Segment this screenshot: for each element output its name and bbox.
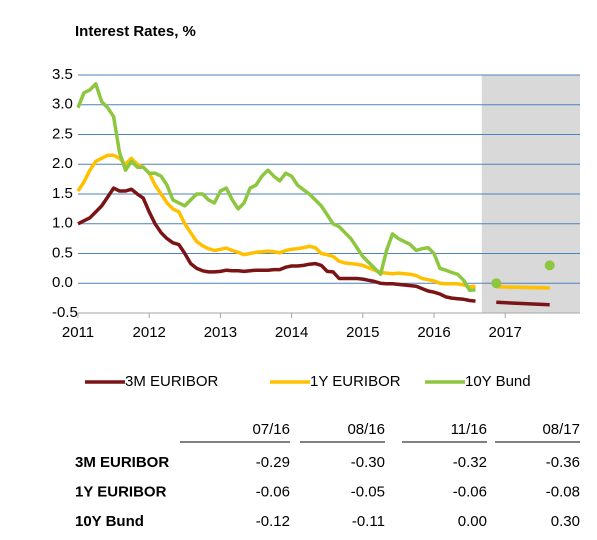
table-header: 08/17 bbox=[542, 421, 580, 438]
table-cell: 0.30 bbox=[551, 513, 580, 530]
y-tick-label: 2.0 bbox=[52, 155, 73, 172]
table-cell: -0.30 bbox=[351, 454, 385, 471]
series-line bbox=[77, 186, 476, 303]
y-tick-label: 3.5 bbox=[52, 66, 73, 83]
row-label: 3M EURIBOR bbox=[75, 454, 169, 471]
table-cell: -0.29 bbox=[256, 454, 290, 471]
forecast-line bbox=[496, 285, 550, 290]
x-tick-label: 2012 bbox=[133, 324, 166, 341]
forecast-line bbox=[496, 300, 550, 307]
table-cell: -0.32 bbox=[453, 454, 487, 471]
table-cell: -0.08 bbox=[546, 483, 580, 500]
table-cell: -0.06 bbox=[256, 483, 290, 500]
chart-title: Interest Rates, % bbox=[75, 23, 196, 40]
x-tick-label: 2011 bbox=[62, 324, 94, 341]
legend-label: 10Y Bund bbox=[465, 373, 531, 390]
table-cell: -0.12 bbox=[256, 513, 290, 530]
table-header: 07/16 bbox=[252, 421, 290, 438]
x-tick-label: 2014 bbox=[275, 324, 308, 341]
series-line bbox=[76, 153, 476, 289]
y-tick-label: 0.0 bbox=[52, 274, 73, 291]
y-tick-label: 0.5 bbox=[52, 244, 73, 261]
y-tick-label: 1.0 bbox=[52, 215, 73, 232]
series-line bbox=[76, 82, 476, 293]
x-tick-label: 2017 bbox=[489, 324, 522, 341]
y-tick-label: -0.5 bbox=[52, 304, 78, 321]
table-header: 08/16 bbox=[347, 421, 385, 438]
table-cell: -0.05 bbox=[351, 483, 385, 500]
legend-label: 1Y EURIBOR bbox=[310, 373, 401, 390]
y-tick-label: 3.0 bbox=[52, 96, 73, 113]
table-header: 11/16 bbox=[451, 421, 487, 438]
table-cell: -0.36 bbox=[546, 454, 580, 471]
y-tick-label: 1.5 bbox=[52, 185, 73, 202]
forecast-dot bbox=[544, 260, 555, 271]
row-label: 1Y EURIBOR bbox=[75, 483, 167, 500]
table-cell: -0.06 bbox=[453, 483, 487, 500]
forecast-dot bbox=[491, 278, 502, 289]
legend-label: 3M EURIBOR bbox=[125, 373, 219, 390]
table-cell: -0.11 bbox=[352, 513, 385, 530]
y-tick-label: 2.5 bbox=[52, 125, 73, 142]
x-tick-label: 2015 bbox=[346, 324, 379, 341]
x-tick-label: 2013 bbox=[204, 324, 237, 341]
row-label: 10Y Bund bbox=[75, 513, 144, 530]
table-cell: 0.00 bbox=[458, 513, 487, 530]
x-tick-label: 2016 bbox=[417, 324, 450, 341]
